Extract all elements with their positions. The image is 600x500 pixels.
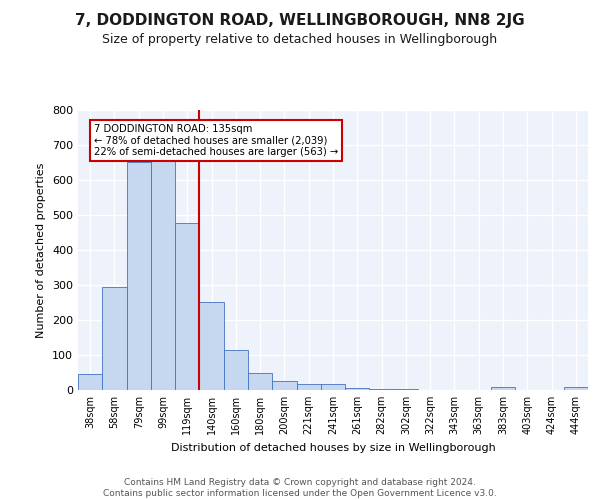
X-axis label: Distribution of detached houses by size in Wellingborough: Distribution of detached houses by size … [170, 442, 496, 452]
Text: Size of property relative to detached houses in Wellingborough: Size of property relative to detached ho… [103, 32, 497, 46]
Bar [564, 387, 588, 390]
Y-axis label: Number of detached properties: Number of detached properties [37, 162, 46, 338]
Bar [127, 162, 151, 390]
Bar [296, 384, 321, 390]
Bar [102, 288, 127, 390]
Bar [491, 387, 515, 390]
Bar [272, 380, 296, 390]
Bar [224, 350, 248, 390]
Text: 7, DODDINGTON ROAD, WELLINGBOROUGH, NN8 2JG: 7, DODDINGTON ROAD, WELLINGBOROUGH, NN8 … [75, 12, 525, 28]
Bar [199, 302, 224, 390]
Text: Contains HM Land Registry data © Crown copyright and database right 2024.
Contai: Contains HM Land Registry data © Crown c… [103, 478, 497, 498]
Bar [321, 384, 345, 390]
Bar [175, 222, 199, 390]
Bar [78, 374, 102, 390]
Text: 7 DODDINGTON ROAD: 135sqm
← 78% of detached houses are smaller (2,039)
22% of se: 7 DODDINGTON ROAD: 135sqm ← 78% of detac… [94, 124, 338, 157]
Bar [151, 159, 175, 390]
Bar [248, 372, 272, 390]
Bar [394, 389, 418, 390]
Bar [345, 388, 370, 390]
